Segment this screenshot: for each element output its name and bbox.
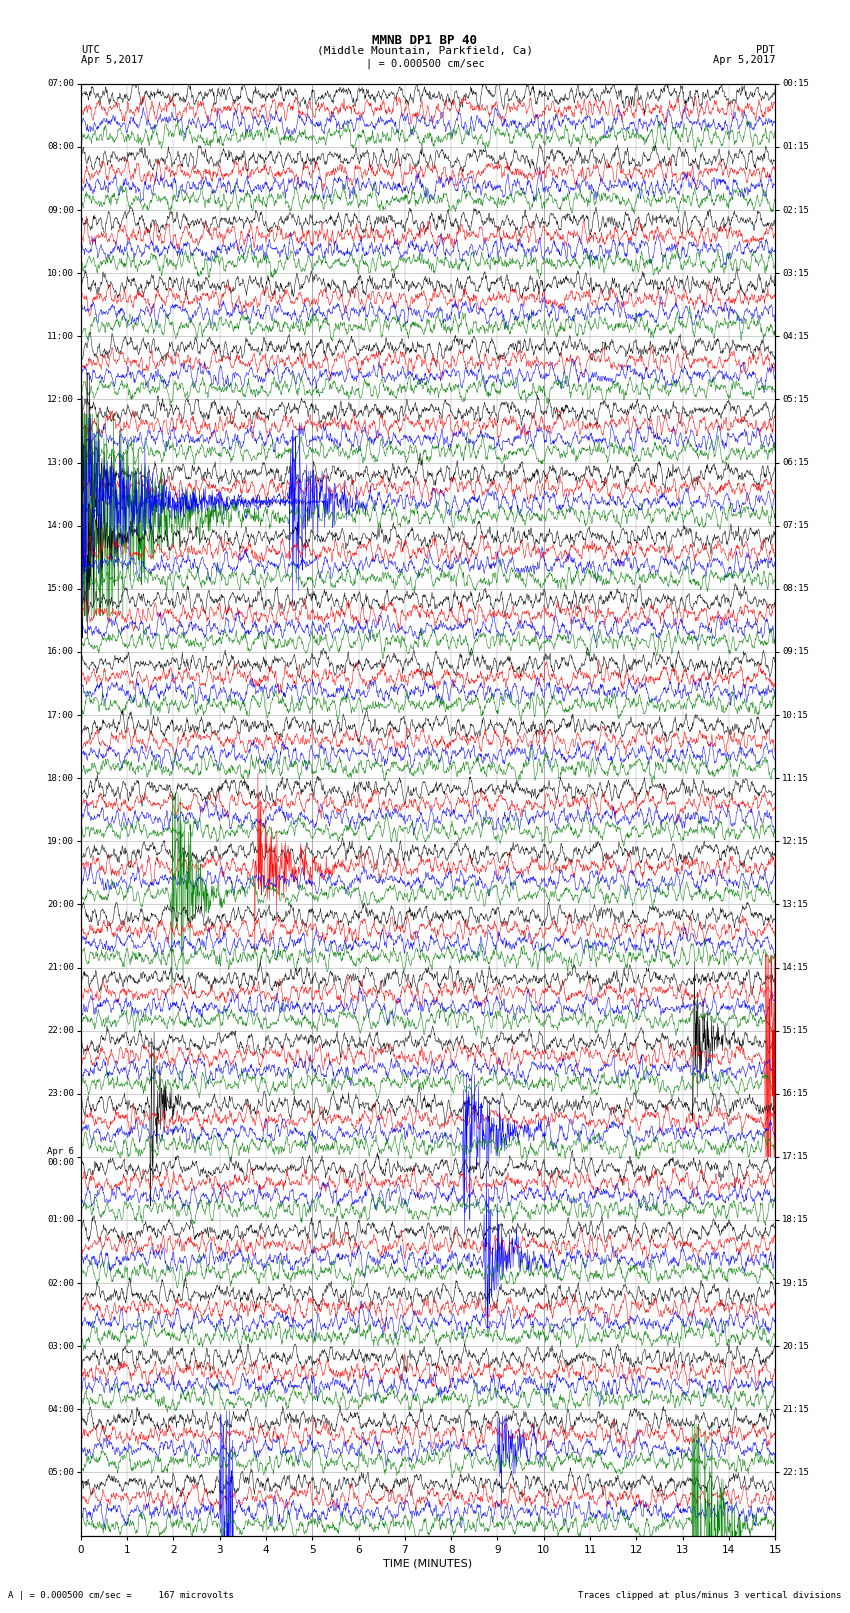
Text: UTC: UTC	[81, 45, 99, 55]
Text: A | = 0.000500 cm/sec =     167 microvolts: A | = 0.000500 cm/sec = 167 microvolts	[8, 1590, 235, 1600]
Text: Apr 5,2017: Apr 5,2017	[712, 55, 775, 65]
Text: Apr 5,2017: Apr 5,2017	[81, 55, 144, 65]
Text: (Middle Mountain, Parkfield, Ca): (Middle Mountain, Parkfield, Ca)	[317, 45, 533, 55]
Text: Traces clipped at plus/minus 3 vertical divisions: Traces clipped at plus/minus 3 vertical …	[578, 1590, 842, 1600]
Text: PDT: PDT	[756, 45, 775, 55]
Text: | = 0.000500 cm/sec: | = 0.000500 cm/sec	[366, 58, 484, 69]
X-axis label: TIME (MINUTES): TIME (MINUTES)	[383, 1558, 473, 1569]
Text: MMNB DP1 BP 40: MMNB DP1 BP 40	[372, 34, 478, 47]
